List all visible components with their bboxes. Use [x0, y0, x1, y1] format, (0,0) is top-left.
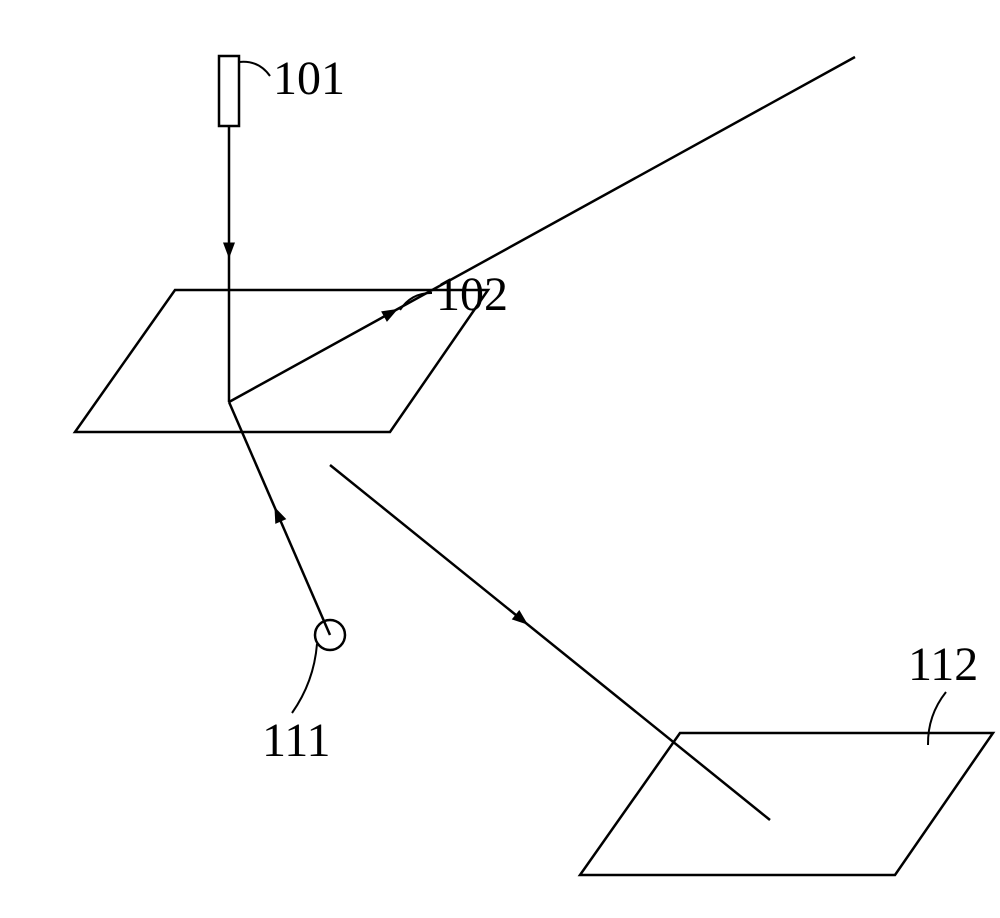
label-l111: 111	[262, 714, 330, 767]
plate-top	[75, 290, 488, 432]
ray-source-down-arrow	[223, 242, 235, 258]
label-l101: 101	[273, 52, 345, 105]
leader-l112	[928, 692, 946, 745]
source-rect	[219, 56, 239, 126]
label-l112: 112	[908, 638, 978, 691]
ray-reflect-up	[229, 57, 855, 402]
ray-plate-down	[330, 465, 770, 820]
label-l102: 102	[436, 268, 508, 321]
ray-reflect-up-arrow	[381, 309, 398, 322]
leader-l101	[239, 62, 270, 76]
leader-l111	[292, 644, 317, 713]
plate-bottom	[580, 733, 993, 875]
ray-joint-up-arrow	[274, 507, 286, 524]
leader-l102	[400, 293, 432, 310]
diagram-canvas: 101 102 111 112	[0, 0, 1000, 918]
